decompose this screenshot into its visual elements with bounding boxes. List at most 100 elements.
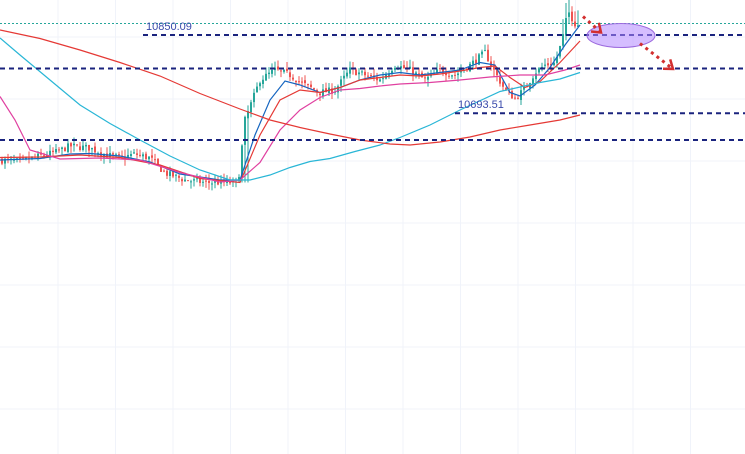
candle-body — [151, 155, 153, 158]
candle-body — [88, 144, 90, 151]
moving-average-ma_cyan — [0, 37, 581, 181]
candle-body — [145, 153, 147, 160]
candle-body — [94, 146, 96, 153]
candle-body — [517, 97, 519, 99]
candle-body — [301, 81, 303, 83]
candle-body — [289, 72, 291, 78]
candle-body — [61, 147, 63, 150]
candle-body — [199, 178, 201, 183]
candle-body — [136, 153, 138, 155]
candle-body — [127, 154, 129, 158]
price-level-labels: 10850.09 10693.51 — [146, 21, 504, 111]
candle-body — [25, 157, 27, 159]
candle-body — [394, 67, 396, 70]
candle-body — [262, 79, 264, 85]
candle-body — [331, 88, 333, 94]
candle-body — [172, 171, 174, 177]
candle-body — [370, 75, 372, 77]
candle-body — [271, 69, 273, 74]
candle-body — [253, 92, 255, 103]
candle-body — [241, 145, 243, 176]
candle-body — [256, 86, 258, 93]
candle-body — [268, 72, 270, 75]
candle-body — [91, 147, 93, 150]
candle-body — [535, 73, 537, 80]
candle-body — [562, 34, 564, 46]
projection-arrow-shaft — [639, 42, 674, 71]
candle-body — [391, 70, 393, 74]
candle-body — [469, 63, 471, 72]
candle-body — [460, 71, 462, 73]
candle-body — [49, 150, 51, 156]
candle-body — [244, 116, 246, 145]
candle-body — [481, 51, 483, 55]
candle-body — [493, 67, 495, 70]
candle-body — [379, 79, 381, 82]
candle-body — [310, 84, 312, 87]
candle-body — [436, 69, 438, 73]
candle-body — [193, 179, 195, 181]
candle-body — [163, 170, 165, 172]
candle-body — [85, 144, 87, 147]
candle-body — [337, 86, 339, 93]
projection-arrows — [582, 15, 675, 71]
candle-body — [175, 174, 177, 176]
candle-body — [238, 177, 240, 181]
candle-body — [196, 178, 198, 180]
candle-body — [130, 154, 132, 157]
candle-body — [214, 181, 216, 183]
candle-body — [211, 183, 213, 185]
candle-body — [247, 111, 249, 119]
candle-body — [202, 181, 204, 183]
candle-body — [364, 71, 366, 76]
candle-body — [73, 143, 75, 146]
candle-body — [283, 69, 285, 72]
level-label: 10693.51 — [458, 99, 504, 111]
candle-body — [319, 93, 321, 96]
candle-body — [307, 84, 309, 86]
candle-body — [250, 102, 252, 113]
candle-body — [553, 62, 555, 66]
candle-body — [154, 159, 156, 161]
candle-body — [415, 72, 417, 75]
candle-body — [565, 18, 567, 36]
candle-body — [70, 143, 72, 147]
candle-body — [418, 73, 420, 75]
candle-body — [511, 91, 513, 99]
candle-body — [367, 75, 369, 77]
candle-body — [22, 157, 24, 159]
candle-body — [544, 64, 546, 66]
candle-body — [112, 153, 114, 155]
candle-body — [181, 179, 183, 182]
candle-body — [37, 153, 39, 159]
candle-body — [322, 89, 324, 97]
candle-body — [259, 83, 261, 87]
candle-body — [457, 73, 459, 76]
candle-body — [187, 180, 189, 182]
candle-body — [190, 181, 192, 183]
candle-body — [277, 66, 279, 70]
candle-body — [427, 76, 429, 80]
candle-body — [304, 80, 306, 84]
candle-body — [532, 78, 534, 84]
candle-body — [157, 158, 159, 165]
candle-body — [571, 11, 573, 22]
candle-body — [13, 159, 15, 161]
candle-body — [523, 86, 525, 90]
candle-body — [454, 74, 456, 76]
candle-body — [79, 146, 81, 150]
candle-body — [118, 154, 120, 156]
candle-body — [208, 180, 210, 183]
candle-body — [55, 148, 57, 153]
candle-body — [169, 171, 171, 177]
candle-body — [478, 54, 480, 65]
candle-body — [178, 175, 180, 178]
candle-body — [4, 158, 6, 164]
candle-body — [46, 155, 48, 157]
moving-average-ma_slow — [0, 29, 581, 146]
candle-body — [1, 158, 3, 164]
candle-body — [502, 82, 504, 87]
candle-body — [292, 77, 294, 80]
candle-body — [103, 154, 105, 158]
